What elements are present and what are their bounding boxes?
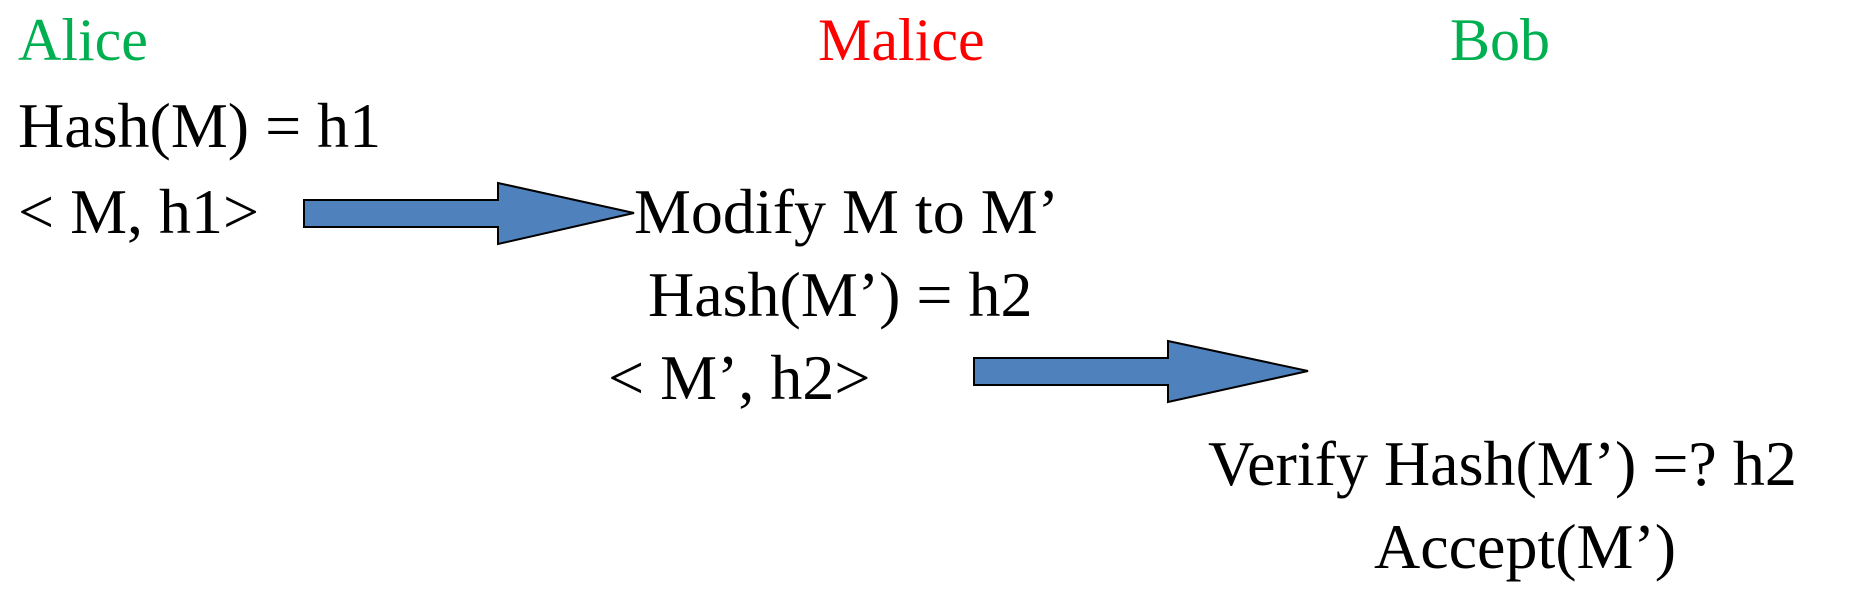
malice-modify-step: Modify M to M’ [634,176,1059,247]
alice-message: < M, h1> [18,176,260,247]
malice-message: < M’, h2> [608,342,871,413]
party-malice-label: Malice [818,7,985,73]
arrow-alice-to-malice [303,181,635,246]
bob-verify-step: Verify Hash(M’) =? h2 [1208,428,1797,499]
arrow-alice-to-malice-shape [303,181,635,246]
arrow-malice-to-bob-shape [973,339,1309,404]
party-bob-label: Bob [1450,7,1551,73]
arrow-malice-to-bob [973,339,1309,404]
bob-accept-step: Accept(M’) [1374,511,1677,582]
alice-hash-step: Hash(M) = h1 [18,90,382,161]
party-alice-label: Alice [18,7,148,73]
malice-hash-step: Hash(M’) = h2 [648,259,1033,330]
